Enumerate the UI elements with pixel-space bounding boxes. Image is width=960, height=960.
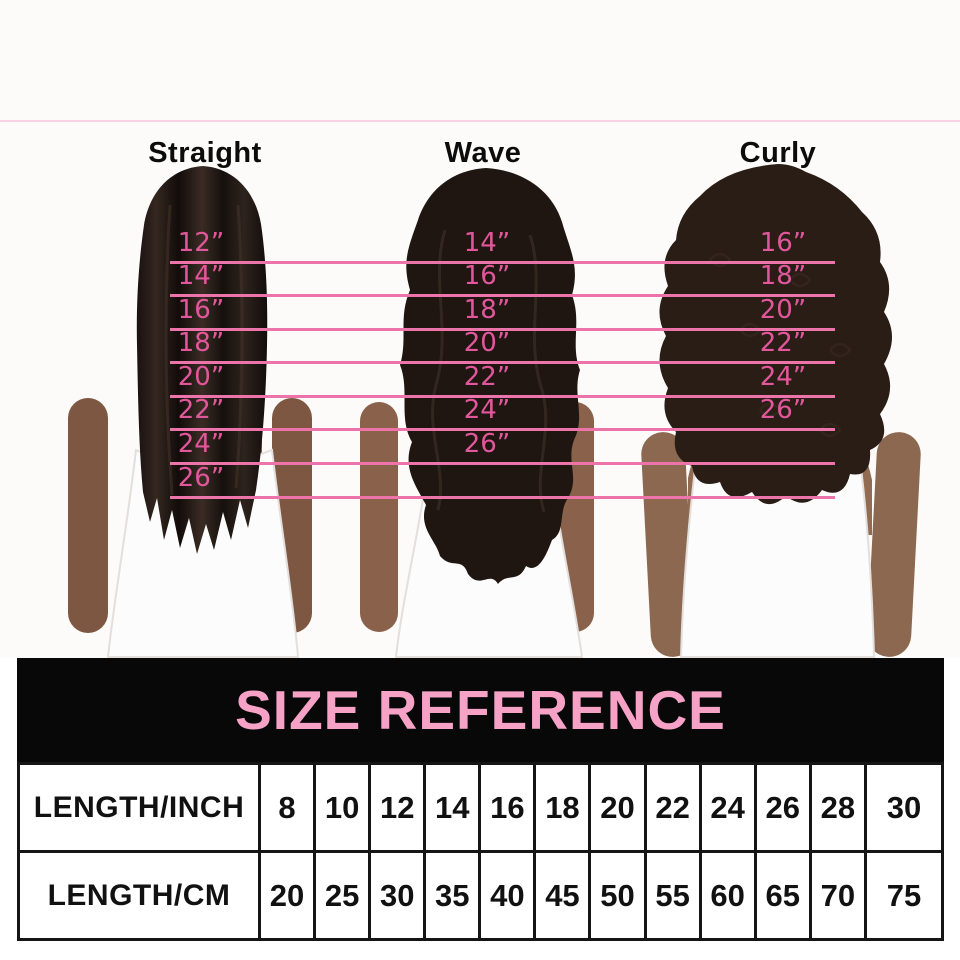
inch-value-cell: 8 bbox=[257, 762, 317, 853]
inch-value-cell: 26 bbox=[753, 762, 812, 853]
length-label-wave: 18” bbox=[463, 295, 511, 325]
length-label-wave: 16” bbox=[463, 261, 511, 291]
cm-value-cell: 45 bbox=[533, 850, 592, 941]
wave-hair-highlight bbox=[431, 229, 447, 511]
inch-value-cell: 12 bbox=[368, 762, 427, 853]
length-label-wave: 22” bbox=[463, 362, 511, 392]
cm-value-cell: 35 bbox=[423, 850, 482, 941]
banner-title: SIZE REFERENCE bbox=[235, 679, 726, 741]
inch-value-cell: 20 bbox=[588, 762, 647, 853]
wave-hair-highlight bbox=[528, 234, 548, 513]
inch-value-cell: 16 bbox=[478, 762, 537, 853]
length-label-straight: 26” bbox=[177, 463, 225, 493]
straight-left-arm bbox=[68, 398, 108, 633]
figure-curly bbox=[641, 164, 921, 658]
length-label-curly: 16” bbox=[759, 228, 807, 258]
straight-hair-highlight bbox=[234, 204, 244, 489]
cm-value-cell: 30 bbox=[368, 850, 427, 941]
row-header-cm: LENGTH/CM bbox=[17, 850, 261, 941]
inch-value-cell: 22 bbox=[643, 762, 702, 853]
style-title-curly: Curly bbox=[739, 137, 817, 169]
length-label-curly: 26” bbox=[759, 395, 807, 425]
length-label-wave: 24” bbox=[463, 395, 511, 425]
length-marker-line bbox=[170, 395, 835, 398]
size-reference-banner: SIZE REFERENCE bbox=[17, 658, 944, 762]
length-label-wave: 26” bbox=[463, 429, 511, 459]
length-label-straight: 18” bbox=[177, 328, 225, 358]
style-title-wave: Wave bbox=[444, 137, 522, 169]
cm-value-cell: 40 bbox=[478, 850, 537, 941]
cm-value-cell: 65 bbox=[753, 850, 812, 941]
length-label-straight: 24” bbox=[177, 429, 225, 459]
size-reference-table: LENGTH/INCH 8 10 12 14 16 18 20 22 24 26… bbox=[17, 762, 944, 941]
cm-value-cell: 50 bbox=[588, 850, 647, 941]
length-label-curly: 20” bbox=[759, 295, 807, 325]
length-label-straight: 22” bbox=[177, 395, 225, 425]
straight-hair-highlight bbox=[164, 204, 174, 496]
curly-left-arm bbox=[641, 432, 695, 657]
table-row-inch: LENGTH/INCH 8 10 12 14 16 18 20 22 24 26… bbox=[17, 762, 944, 853]
length-marker-line bbox=[170, 361, 835, 364]
cm-value-cell: 25 bbox=[313, 850, 372, 941]
length-label-wave: 20” bbox=[463, 328, 511, 358]
length-marker-line bbox=[170, 428, 835, 431]
length-marker-line bbox=[170, 328, 835, 331]
table-row-cm: LENGTH/CM 20 25 30 35 40 45 50 55 60 65 … bbox=[17, 850, 944, 941]
length-label-curly: 24” bbox=[759, 362, 807, 392]
length-label-curly: 18” bbox=[759, 261, 807, 291]
length-label-straight: 20” bbox=[177, 362, 225, 392]
inch-value-cell: 14 bbox=[423, 762, 482, 853]
cm-value-cell: 75 bbox=[864, 850, 944, 941]
length-label-straight: 12” bbox=[177, 228, 225, 258]
length-label-curly: 22” bbox=[759, 328, 807, 358]
cm-value-cell: 60 bbox=[698, 850, 757, 941]
row-header-inch: LENGTH/INCH bbox=[17, 762, 261, 853]
figure-wave bbox=[360, 168, 594, 658]
cm-value-cell: 20 bbox=[257, 850, 317, 941]
inch-value-cell: 10 bbox=[313, 762, 372, 853]
length-label-straight: 16” bbox=[177, 295, 225, 325]
inch-value-cell: 30 bbox=[864, 762, 944, 853]
curly-hair-silhouette bbox=[659, 164, 892, 505]
faint-guide-line bbox=[0, 120, 960, 122]
models-photo bbox=[68, 164, 921, 658]
cm-value-cell: 70 bbox=[808, 850, 868, 941]
length-marker-line bbox=[170, 261, 835, 264]
photo-area: Straight Wave Curly 12” 14” 16” 18” 20” … bbox=[0, 120, 960, 658]
length-marker-line bbox=[170, 294, 835, 297]
cm-value-cell: 55 bbox=[643, 850, 702, 941]
length-marker-line bbox=[170, 462, 835, 465]
length-marker-line bbox=[170, 496, 835, 499]
style-title-straight: Straight bbox=[148, 137, 262, 169]
inch-value-cell: 28 bbox=[808, 762, 868, 853]
inch-value-cell: 24 bbox=[698, 762, 757, 853]
inch-value-cell: 18 bbox=[533, 762, 592, 853]
curly-right-arm bbox=[867, 432, 921, 657]
length-label-straight: 14” bbox=[177, 261, 225, 291]
wave-left-arm bbox=[360, 402, 398, 632]
length-label-wave: 14” bbox=[463, 228, 511, 258]
